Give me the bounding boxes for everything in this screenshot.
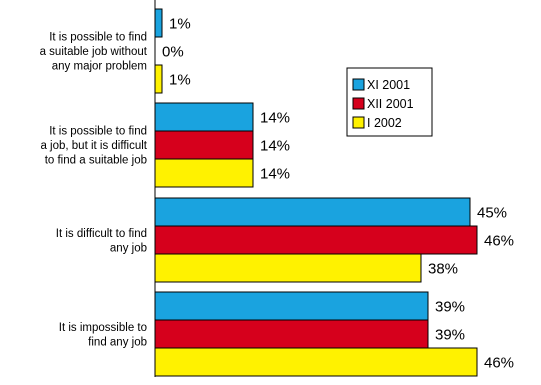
bar bbox=[154, 225, 478, 255]
bar bbox=[154, 347, 478, 377]
bar bbox=[154, 8, 163, 38]
category-label-line: to find a suitable job bbox=[45, 155, 147, 167]
legend-swatch bbox=[352, 97, 365, 110]
category-label-line: find any job bbox=[88, 336, 147, 348]
legend-swatch bbox=[352, 78, 365, 91]
category-label-line: a job, but it is difficult bbox=[40, 140, 147, 152]
data-label: 14% bbox=[260, 138, 290, 155]
bar bbox=[154, 253, 422, 283]
data-label: 38% bbox=[428, 261, 458, 278]
bar bbox=[154, 319, 429, 349]
bar bbox=[154, 130, 254, 160]
category-label-line: It is possible to find bbox=[49, 126, 147, 138]
bar bbox=[154, 102, 254, 132]
bars bbox=[154, 8, 478, 377]
legend-label: XII 2001 bbox=[367, 97, 414, 111]
category-label-line: It is difficult to find bbox=[56, 228, 147, 240]
data-label: 1% bbox=[169, 16, 191, 33]
legend-swatch bbox=[352, 116, 365, 129]
category-label-line: a suitable job without bbox=[40, 46, 148, 58]
category-label-line: It is possible to find bbox=[49, 32, 147, 44]
data-label: 39% bbox=[435, 327, 465, 344]
data-label: 14% bbox=[260, 166, 290, 183]
data-label: 46% bbox=[484, 233, 514, 250]
data-label: 14% bbox=[260, 110, 290, 127]
value-labels: 1% 0% 1% 14% 14% 14% 45% 46% 38% 39% 39% 46% bbox=[162, 16, 514, 372]
data-label: 0% bbox=[162, 44, 184, 61]
bar bbox=[154, 64, 163, 94]
legend-label: XI 2001 bbox=[367, 78, 410, 92]
category-label-line: any major problem bbox=[52, 61, 147, 73]
bar bbox=[154, 158, 254, 188]
category-labels: It is possible to find a suitable job wit… bbox=[40, 32, 148, 349]
data-label: 1% bbox=[169, 72, 191, 89]
data-label: 46% bbox=[484, 355, 514, 372]
data-label: 45% bbox=[477, 205, 507, 222]
legend: XI 2001 XII 2001 I 2002 bbox=[346, 67, 433, 137]
legend-label: I 2002 bbox=[367, 116, 402, 130]
bar bbox=[154, 291, 429, 321]
category-label-line: It is impossible to bbox=[59, 322, 147, 334]
bar bbox=[154, 197, 471, 227]
category-label-line: any job bbox=[110, 242, 147, 254]
data-label: 39% bbox=[435, 299, 465, 316]
